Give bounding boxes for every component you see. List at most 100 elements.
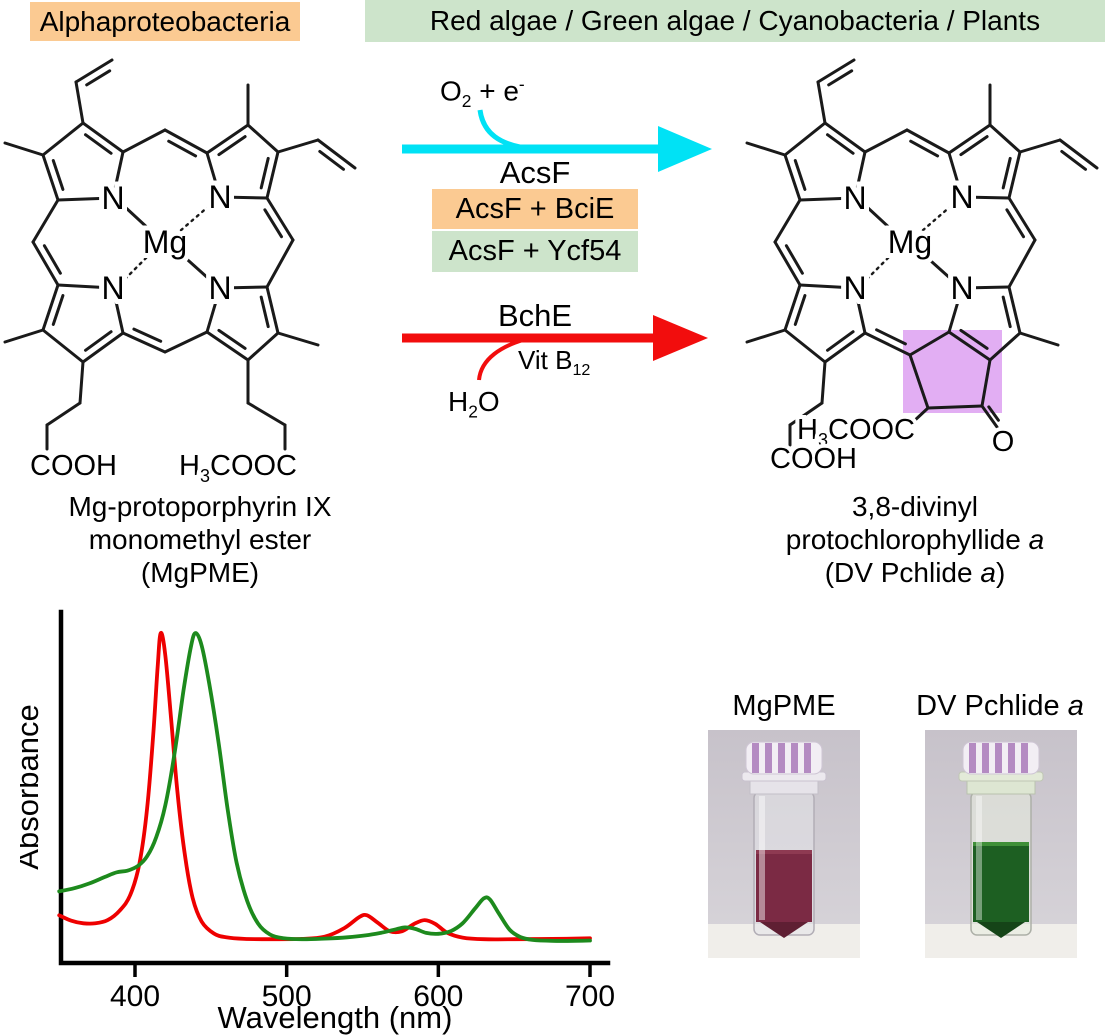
double-bond-line [793, 294, 807, 326]
ketone-double-bond [980, 404, 999, 429]
double-bond-line [959, 328, 989, 350]
x-axis-ticks: 400 500 600 700 [110, 963, 615, 1013]
cooh-label: COOH [770, 443, 857, 475]
meso-bridge-top [121, 128, 209, 158]
double-bond-line [1005, 208, 1025, 239]
vinyl-bond [74, 80, 85, 125]
cap-stripes [969, 743, 1028, 773]
pyrrole-ring-se [205, 285, 320, 451]
propionate-chain [45, 401, 82, 427]
double-bond-line [826, 133, 855, 155]
pyrrole-ring-nw [3, 58, 125, 202]
y-axis-label: Absorbance [20, 704, 45, 869]
magnesium-label: Mg [143, 224, 187, 260]
e-ring-highlight [903, 330, 1002, 413]
vinyl-double-bond [1058, 138, 1099, 170]
propionate-chain [788, 401, 824, 427]
vinyl-double-bond [316, 138, 357, 170]
cooh-label: COOH [30, 450, 117, 482]
nitrogen-label: N [101, 180, 124, 216]
vial-dv-pchlide [958, 741, 1044, 938]
magnesium-label: Mg [888, 224, 932, 260]
nitrogen-label: N [843, 270, 866, 306]
pyrrole-ring-ne [947, 83, 1099, 200]
methyl-bond [3, 328, 45, 344]
dv-pchlide-caption: 3,8-divinyl protochlorophyllide a (DV Pc… [705, 490, 1105, 589]
nitrogen-label: N [208, 179, 231, 215]
vinyl-double-bond [74, 58, 114, 84]
propionate-chain [820, 360, 827, 405]
mg-coordination-bonds [123, 204, 211, 281]
mgpme-caption: Mg-protoporphyrin IX monomethyl ester (M… [10, 490, 390, 589]
double-bond-line [909, 139, 940, 158]
double-bond-line [1001, 295, 1012, 329]
chart-axes [58, 609, 611, 966]
acsf-ycf54-box: AcsF + Ycf54 [432, 231, 638, 272]
vial-cone-bottom [760, 922, 808, 938]
vinyl-bond [276, 138, 320, 154]
dv-pchlide-photo-label: DV Pchlide a [916, 690, 1084, 722]
aerobic-arrow [402, 109, 712, 172]
double-bond-line [51, 294, 65, 326]
x-axis-tick-label: 600 [413, 980, 463, 1013]
pyrrole-ring-se [947, 285, 1060, 362]
double-bond-line [1060, 149, 1087, 171]
methyl-bond [1018, 331, 1060, 347]
mgpme-caption-line1: Mg-protoporphyrin IX [68, 491, 332, 522]
double-bond-line [84, 330, 113, 352]
x-axis-tick-label: 700 [565, 980, 615, 1013]
methyl-bond [3, 141, 45, 157]
nitrogen-label: N [208, 270, 231, 306]
nitrogen-label: N [843, 180, 866, 216]
double-bond-line [132, 327, 163, 343]
double-bond-line [259, 295, 270, 329]
meso-bridge-right [263, 196, 295, 289]
meso-bridge-left [31, 198, 62, 287]
acsf-bcie-box: AcsF + BciE [432, 189, 638, 229]
double-bond-line [318, 149, 345, 171]
double-bond-line [987, 405, 1000, 422]
h2o-label: H2O [448, 386, 500, 422]
dv-pchlide-structure: N N N N Mg O H3COOC COOH [745, 58, 1099, 479]
x-axis-label: Wavelength (nm) [218, 1000, 453, 1035]
double-bond-line [84, 133, 113, 155]
double-bond-line [217, 135, 247, 157]
meso-bridge-top [863, 128, 951, 158]
x-axis-tick-label: 500 [262, 980, 312, 1013]
tag-oxygenic-organisms: Red algae / Green algae / Cyanobacteria … [365, 0, 1105, 42]
pyrrole-ring-nw [745, 58, 867, 202]
reaction-arrows [402, 109, 712, 381]
double-bond-line [167, 139, 198, 158]
spectrum-curves [57, 630, 592, 943]
bche-enzyme-label: BchE [497, 298, 573, 333]
meso-bridge-left [773, 198, 804, 287]
double-bond-line [875, 328, 907, 346]
mgpme-caption-line2: monomethyl ester [88, 524, 312, 555]
pyrrole-ring-sw [3, 283, 125, 451]
dv-pchlide-vial-photo [925, 730, 1077, 958]
methyl-ester-label: H3COOC [797, 414, 915, 450]
double-bond-line [42, 244, 62, 275]
mgpme-vial-photo [708, 730, 860, 958]
double-bond-line [959, 135, 989, 157]
ketone-oxygen-label: O [992, 426, 1015, 458]
double-bond-line [85, 69, 112, 87]
ester-bond [911, 406, 930, 424]
acsf-bcie-label: AcsF + BciE [455, 192, 615, 225]
vial-neck [749, 779, 819, 795]
methyl-bond [745, 328, 787, 344]
double-bond-line [784, 244, 804, 275]
vial-mgpme [741, 741, 827, 938]
spectrum-curve-dv-pchlide-a [57, 631, 592, 943]
nitrogen-label: N [950, 270, 973, 306]
dv-pchlide-caption-line1: 3,8-divinyl [851, 491, 979, 522]
double-bond-line [827, 69, 854, 87]
pyrrole-ring-ne [205, 83, 357, 200]
nitrogen-label: N [950, 179, 973, 215]
propionate-chain [78, 360, 85, 405]
mg-coordination-bonds [865, 204, 953, 281]
vial-liquid-red [756, 850, 812, 922]
vinyl-bond [816, 80, 827, 125]
mgpme-structure: N N N N Mg COOH H3COOC [3, 58, 357, 487]
pyrrole-ring-sw [745, 283, 867, 447]
